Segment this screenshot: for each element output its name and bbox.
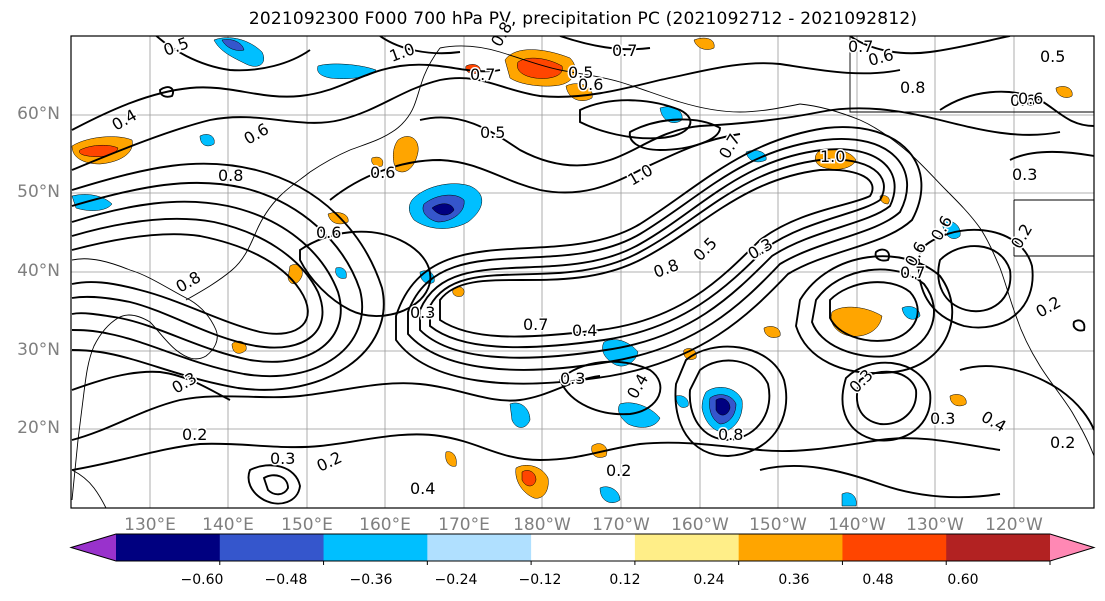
contour-label: 0.7 bbox=[523, 315, 548, 334]
map-title: 2021092300 F000 700 hPa PV, precipitatio… bbox=[248, 9, 918, 29]
colorbar-tick-label: −0.24 bbox=[434, 572, 478, 588]
colorbar-segment bbox=[634, 534, 740, 561]
lon-label-150e: 150°E bbox=[281, 515, 333, 535]
lon-label-170e: 170°E bbox=[438, 515, 490, 535]
contour-label: 0.3 bbox=[560, 369, 585, 388]
coastlines bbox=[71, 36, 1094, 508]
colorbar-tick-label: 0.24 bbox=[693, 572, 725, 588]
contour-label: 0.3 bbox=[270, 449, 295, 468]
colorbar-segment bbox=[427, 534, 532, 561]
colorbar-segment bbox=[738, 534, 843, 561]
contour-label: 0.6 bbox=[1018, 89, 1043, 108]
contour-label: 0.6 bbox=[578, 75, 603, 94]
lon-label-150w: 150°W bbox=[749, 515, 807, 535]
contour-label: 0.5 bbox=[1040, 47, 1065, 66]
colorbar-tick-label: 0.36 bbox=[778, 572, 810, 588]
contour-label: 0.2 bbox=[182, 425, 207, 444]
contour-label: 0.6 bbox=[316, 223, 341, 242]
contour-label: 0.5 bbox=[568, 63, 593, 82]
colorbar-extend-high bbox=[1050, 534, 1094, 561]
contour-label: 0.7 bbox=[848, 37, 873, 56]
lon-label-140w: 140°W bbox=[828, 515, 886, 535]
colorbar-segment bbox=[842, 534, 947, 561]
colorbar-extend-low bbox=[71, 534, 116, 561]
lat-label-50n: 50°N bbox=[17, 182, 60, 202]
colorbar-segment bbox=[219, 534, 325, 561]
lon-label-160e: 160°E bbox=[359, 515, 411, 535]
contour-label: 0.3 bbox=[930, 409, 955, 428]
contour-label: 0.5 bbox=[480, 123, 505, 142]
lon-label-130e: 130°E bbox=[124, 515, 176, 535]
contour-label: 0.7 bbox=[612, 41, 637, 60]
contour-label: 0.8 bbox=[218, 166, 243, 185]
contour-label: 0.6 bbox=[370, 163, 395, 182]
contour-label: 0.8 bbox=[900, 78, 925, 97]
contour-label: 0.3 bbox=[410, 303, 435, 322]
contour-label: 0.6 bbox=[1010, 91, 1035, 110]
pv-contours bbox=[71, 36, 1094, 505]
lon-label-130w: 130°W bbox=[906, 515, 964, 535]
colorbar-tick-label: −0.36 bbox=[349, 572, 393, 588]
gridlines bbox=[71, 36, 1094, 508]
lat-label-60n: 60°N bbox=[17, 104, 60, 124]
lon-label-180w: 180°W bbox=[513, 515, 571, 535]
lon-label-170w: 170°W bbox=[592, 515, 650, 535]
colorbar-segment bbox=[946, 534, 1051, 561]
contour-label: 0.3 bbox=[1012, 165, 1037, 184]
precip-shading bbox=[71, 37, 1073, 507]
contour-label: 0.4 bbox=[572, 321, 597, 340]
map-frame bbox=[70, 35, 1095, 509]
colorbar-segment bbox=[116, 534, 221, 561]
lat-label-40n: 40°N bbox=[17, 261, 60, 281]
colorbar-tick-label: −0.60 bbox=[180, 572, 224, 588]
colorbar-tick-label: −0.48 bbox=[264, 572, 308, 588]
lon-label-120w: 120°W bbox=[985, 515, 1043, 535]
lon-label-160w: 160°W bbox=[671, 515, 729, 535]
colorbar-segment bbox=[531, 534, 636, 561]
lon-label-140e: 140°E bbox=[202, 515, 254, 535]
colorbar-tick-label: 0.12 bbox=[609, 572, 641, 588]
contour-label: 0.7 bbox=[900, 263, 925, 282]
contour-label: 0.4 bbox=[410, 479, 435, 498]
colorbar-segment bbox=[323, 534, 428, 561]
contour-label: 0.8 bbox=[718, 425, 743, 444]
contour-label: 0.2 bbox=[606, 461, 631, 480]
colorbar-outline bbox=[69, 533, 1096, 562]
contour-label: 1.0 bbox=[820, 147, 845, 166]
contour-label: 0.2 bbox=[1050, 433, 1075, 452]
lat-label-20n: 20°N bbox=[17, 418, 60, 438]
colorbar-tick-label: 0.48 bbox=[862, 572, 894, 588]
colorbar bbox=[69, 533, 1096, 565]
colorbar-tick-label: 0.60 bbox=[947, 572, 979, 588]
lat-label-30n: 30°N bbox=[17, 340, 60, 360]
colorbar-tick-label: −0.12 bbox=[518, 572, 562, 588]
contour-label: 0.7 bbox=[470, 65, 495, 84]
